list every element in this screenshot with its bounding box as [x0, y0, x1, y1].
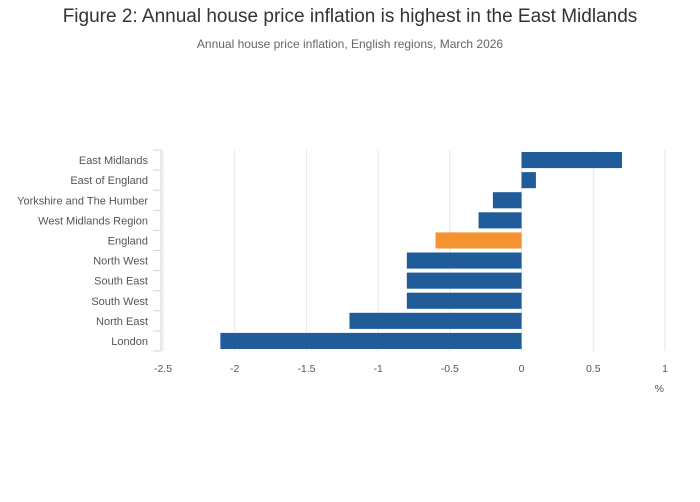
category-label: South East — [94, 276, 148, 288]
category-label: England — [108, 235, 148, 247]
category-label: Yorkshire and The Humber — [17, 195, 148, 207]
y-axis-ticks — [153, 149, 162, 352]
bar[interactable] — [478, 212, 522, 229]
category-label: East Midlands — [79, 155, 149, 167]
bar[interactable] — [349, 312, 522, 329]
x-tick-label: 0 — [519, 363, 525, 375]
bar[interactable] — [406, 292, 522, 309]
x-tick-label: -0.5 — [441, 363, 459, 375]
category-labels: East Midlands East of England Yorkshire an… — [17, 155, 148, 348]
bars — [220, 152, 622, 349]
bar[interactable] — [406, 272, 522, 289]
category-label: North East — [96, 316, 148, 328]
bar[interactable] — [406, 252, 522, 269]
bar[interactable] — [435, 232, 522, 249]
category-label: West Midlands Region — [38, 215, 148, 227]
x-tick-label: -1.5 — [297, 363, 315, 375]
category-label: London — [111, 336, 148, 348]
bar[interactable] — [220, 332, 522, 349]
x-tick-label: -2.5 — [154, 363, 172, 375]
category-label: East of England — [70, 175, 148, 187]
chart-title: Figure 2: Annual house price inflation i… — [62, 6, 638, 27]
x-axis-unit: % — [655, 383, 664, 395]
x-tick-label: -2 — [230, 363, 239, 375]
category-label: North West — [93, 256, 148, 268]
x-tick-label: -1 — [373, 363, 382, 375]
bar[interactable] — [521, 172, 536, 189]
chart-subtitle: Annual house price inflation, English re… — [196, 37, 504, 51]
x-tick-labels: -2.5 -2 -1.5 -1 -0.5 0 0.5 1 — [154, 363, 668, 375]
x-tick-label: 0.5 — [586, 363, 601, 375]
x-tick-label: 1 — [662, 363, 668, 375]
bar[interactable] — [492, 192, 522, 209]
bar[interactable] — [521, 152, 622, 169]
category-label: South West — [91, 296, 148, 308]
